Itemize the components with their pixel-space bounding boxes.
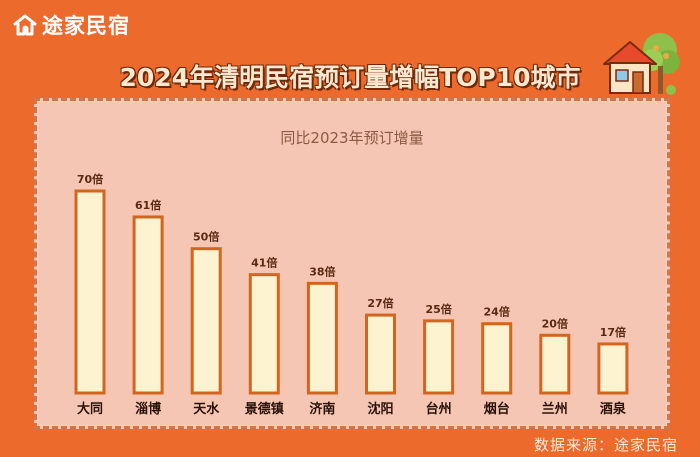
house-logo-icon <box>13 14 37 36</box>
bar-烟台 <box>481 322 513 395</box>
value-label: 24倍 <box>484 305 510 319</box>
panel-edge <box>37 101 667 426</box>
value-label: 25倍 <box>425 302 451 316</box>
source-note: 数据来源：途家民宿 <box>533 436 678 454</box>
bar-沈阳 <box>365 313 396 395</box>
category-label: 天水 <box>193 401 220 417</box>
bar-淄博 <box>132 215 164 395</box>
brand-logo: 途家民宿 <box>12 10 130 40</box>
category-label: 兰州 <box>542 401 568 417</box>
category-label: 沈阳 <box>367 401 393 417</box>
value-label: 41倍 <box>251 256 277 270</box>
bar-大同 <box>74 189 106 395</box>
chart-panel: 同比2023年预订增量 70倍大同 61倍淄博 50倍天水 41倍景德镇 38倍济南 27… <box>34 98 670 429</box>
category-label: 台州 <box>426 401 452 417</box>
category-label: 烟台 <box>484 401 510 417</box>
category-label: 酒泉 <box>600 401 627 417</box>
bar-台州 <box>423 319 455 395</box>
category-label: 济南 <box>309 401 335 417</box>
value-label: 70倍 <box>77 172 103 186</box>
value-label: 17倍 <box>600 325 626 339</box>
page-title: 2024年清明民宿预订量增幅TOP10城市 <box>119 63 581 92</box>
bar-兰州 <box>539 333 571 395</box>
bar-天水 <box>190 247 222 395</box>
value-label: 27倍 <box>367 296 393 310</box>
value-label: 20倍 <box>542 316 568 330</box>
bar-景德镇 <box>248 273 280 395</box>
category-label: 景德镇 <box>245 401 284 417</box>
category-label: 大同 <box>77 401 103 417</box>
category-label: 淄博 <box>135 401 161 417</box>
bar-酒泉 <box>597 342 629 395</box>
brand-name: 途家民宿 <box>42 14 130 38</box>
bar-济南 <box>306 281 338 395</box>
chart-title: 同比2023年预订增量 <box>280 129 424 147</box>
value-label: 38倍 <box>309 264 335 278</box>
value-label: 61倍 <box>135 198 161 212</box>
house-tree-illustration-icon <box>603 33 680 95</box>
value-label: 50倍 <box>193 230 219 244</box>
